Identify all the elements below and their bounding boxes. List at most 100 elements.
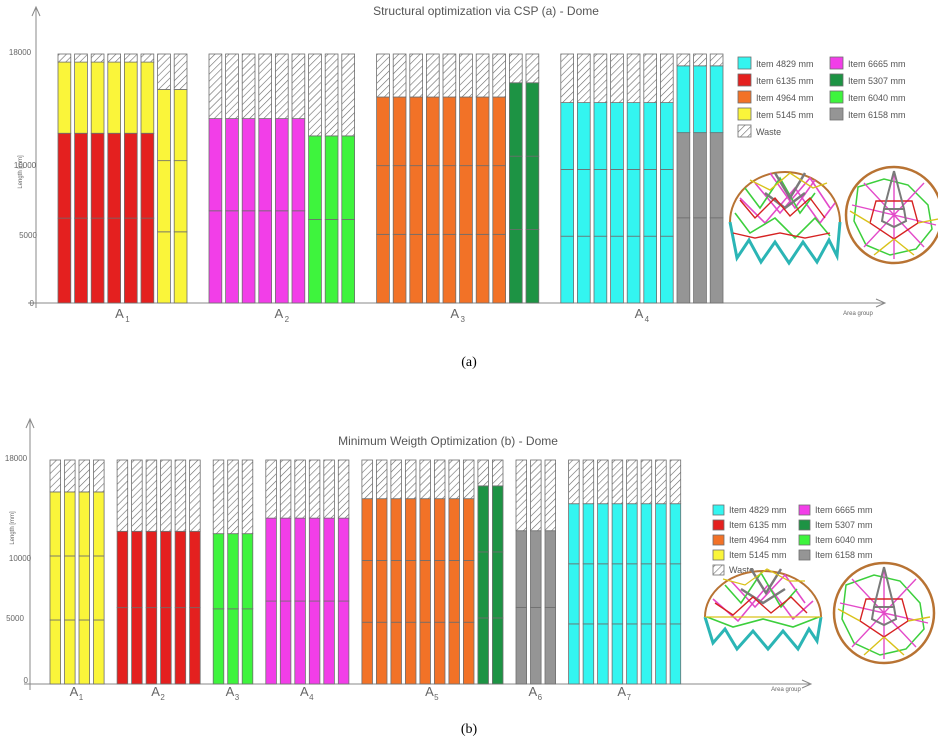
bar-segment <box>597 623 609 685</box>
legend-label: Item 6040 mm <box>815 535 873 545</box>
bar-segment <box>492 96 506 167</box>
bar-segment <box>376 96 390 167</box>
waste-segment <box>116 459 129 532</box>
x-axis-arrow-b <box>801 679 813 689</box>
waste-segment <box>643 53 657 103</box>
bar-segment <box>124 217 138 304</box>
bar-segment <box>274 210 289 304</box>
y-tick-label-a-5000: 5000 <box>19 231 37 240</box>
stock-bar <box>404 459 417 685</box>
legend-label: Item 4829 mm <box>756 59 814 69</box>
bar-segment <box>124 132 138 219</box>
stock-bar <box>676 53 691 304</box>
bar-segment <box>131 530 143 609</box>
waste-segment <box>626 459 638 505</box>
bar-segment <box>93 491 105 557</box>
bar-segment <box>577 102 591 170</box>
group-label-subscript: 3 <box>235 693 240 702</box>
waste-segment <box>515 459 528 532</box>
y-tick-label-b-10000: 10000 <box>9 554 32 563</box>
bar-segment <box>324 135 339 220</box>
bar-segment <box>78 619 91 685</box>
waste-segment <box>140 53 155 63</box>
waste-segment <box>124 53 138 63</box>
group-label-subscript: 1 <box>79 693 84 702</box>
waste-segment <box>258 53 272 119</box>
stock-bar <box>392 53 407 304</box>
legend-label: Item 6158 mm <box>848 110 906 120</box>
bar-segment <box>258 210 272 304</box>
bar-segment <box>626 235 641 304</box>
stock-bar <box>337 459 350 685</box>
legend-item: Item 5145 mm <box>712 549 787 561</box>
stock-bar <box>174 459 187 685</box>
bar-segment <box>392 165 407 235</box>
bar-segment <box>57 61 72 134</box>
group-label: A <box>70 684 79 699</box>
bar-segment <box>676 132 691 219</box>
legend-item: Item 6665 mm <box>798 504 873 516</box>
bar-segment <box>376 233 390 304</box>
stock-bar <box>90 53 105 304</box>
y-tick-label-b-18000: 18000 <box>5 454 28 463</box>
bar-segment <box>174 607 187 685</box>
waste-segment <box>640 459 653 505</box>
bar-segment <box>530 606 542 685</box>
waste-segment <box>425 53 440 98</box>
bar-segment <box>145 607 158 685</box>
bar-segment <box>676 217 691 304</box>
bar-segment <box>597 503 609 565</box>
bar-segment <box>308 219 322 304</box>
stock-bar <box>279 459 292 685</box>
bar-segment <box>390 498 402 561</box>
bar-segment <box>361 621 373 685</box>
waste-segment <box>709 53 724 67</box>
dome-perspective-b-image <box>703 568 823 652</box>
legend-swatch <box>737 124 752 138</box>
stock-bar <box>140 53 155 304</box>
bar-segment <box>593 168 608 237</box>
bar-segment <box>693 65 707 134</box>
stock-bar <box>291 53 306 304</box>
bar-segment <box>241 118 256 212</box>
waste-segment <box>544 459 557 532</box>
y-tick-label-a-10000: 10000 <box>14 161 37 170</box>
waste-segment <box>189 459 201 532</box>
bar-segment <box>227 533 239 610</box>
bar-segment <box>74 132 88 219</box>
group-label: A <box>151 684 160 699</box>
legend-label: Item 6040 mm <box>848 93 906 103</box>
bar-segment <box>212 533 225 610</box>
stock-bar <box>212 459 225 685</box>
bar-segment <box>409 96 423 167</box>
legend-label: Item 5145 mm <box>729 550 787 560</box>
bar-segment <box>626 503 638 565</box>
waste-segment <box>131 459 143 532</box>
bar-segment <box>49 491 62 557</box>
stock-bar <box>660 53 674 304</box>
y-axis-arrow-b <box>25 417 35 429</box>
bar-segment <box>560 168 574 237</box>
stock-bar <box>640 459 653 685</box>
stock-bar <box>93 459 105 685</box>
stock-bar <box>669 459 682 685</box>
bar-segment <box>709 65 724 134</box>
bar-segment <box>626 168 641 237</box>
y-tick-label-a-18000: 18000 <box>9 48 32 57</box>
bar-segment <box>560 102 574 170</box>
legend-swatch <box>712 504 725 516</box>
bar-segment <box>308 600 321 685</box>
group-label: A <box>425 684 434 699</box>
waste-segment <box>582 459 595 505</box>
bar-segment <box>64 491 76 557</box>
bar-segment <box>258 118 272 212</box>
bar-segment <box>361 498 373 561</box>
legend-swatch <box>829 73 844 87</box>
bar-segment <box>477 617 489 685</box>
waste-segment <box>462 459 475 500</box>
bar-segment <box>544 606 557 685</box>
legend-item: Item 6040 mm <box>829 90 906 104</box>
bar-segment <box>442 165 457 235</box>
bar-segment <box>361 560 373 623</box>
bar-segment <box>655 563 667 625</box>
